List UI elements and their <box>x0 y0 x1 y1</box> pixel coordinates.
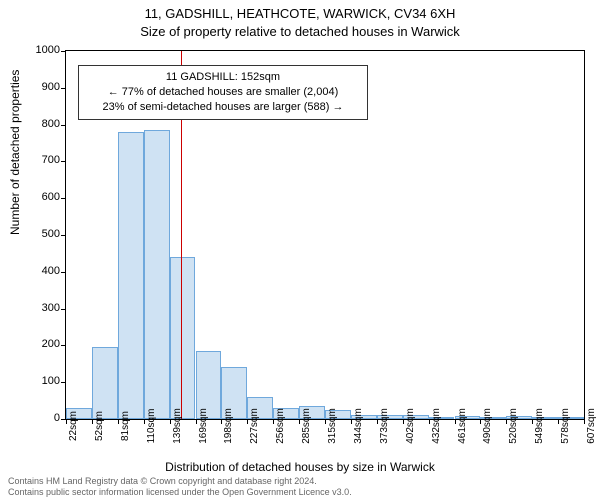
title-line-2: Size of property relative to detached ho… <box>0 24 600 39</box>
x-tick-label: 520sqm <box>508 408 519 444</box>
y-tick-label: 500 <box>20 228 60 240</box>
y-tick-mark <box>61 161 66 162</box>
y-tick-mark <box>61 235 66 236</box>
x-tick-label: 256sqm <box>275 408 286 444</box>
annotation-line-1: 11 GADSHILL: 152sqm <box>87 70 359 85</box>
x-tick-mark <box>325 419 326 424</box>
footnote-2: Contains public sector information licen… <box>8 487 352 497</box>
x-tick-label: 578sqm <box>560 408 571 444</box>
x-tick-label: 139sqm <box>172 408 183 444</box>
y-tick-label: 300 <box>20 302 60 314</box>
y-tick-mark <box>61 88 66 89</box>
chart-container: 11, GADSHILL, HEATHCOTE, WARWICK, CV34 6… <box>0 0 600 500</box>
x-tick-mark <box>92 419 93 424</box>
y-tick-label: 100 <box>20 375 60 387</box>
y-tick-label: 600 <box>20 191 60 203</box>
histogram-bar <box>92 347 118 419</box>
x-tick-label: 169sqm <box>198 408 209 444</box>
x-tick-mark <box>299 419 300 424</box>
footnote-1: Contains HM Land Registry data © Crown c… <box>8 476 317 486</box>
x-tick-mark <box>558 419 559 424</box>
x-tick-label: 373sqm <box>379 408 390 444</box>
x-tick-mark <box>144 419 145 424</box>
y-tick-label: 400 <box>20 265 60 277</box>
y-tick-mark <box>61 309 66 310</box>
y-tick-mark <box>61 51 66 52</box>
histogram-bar <box>118 132 144 419</box>
x-tick-mark <box>196 419 197 424</box>
x-tick-mark <box>118 419 119 424</box>
annotation-line-2: ← 77% of detached houses are smaller (2,… <box>87 85 359 100</box>
x-tick-label: 22sqm <box>68 411 79 441</box>
x-tick-mark <box>403 419 404 424</box>
x-tick-label: 285sqm <box>301 408 312 444</box>
y-tick-label: 800 <box>20 118 60 130</box>
x-axis-label: Distribution of detached houses by size … <box>0 460 600 474</box>
y-tick-mark <box>61 345 66 346</box>
x-tick-mark <box>377 419 378 424</box>
y-tick-label: 900 <box>20 81 60 93</box>
plot-area: 11 GADSHILL: 152sqm← 77% of detached hou… <box>65 50 585 420</box>
x-tick-label: 490sqm <box>482 408 493 444</box>
x-tick-label: 402sqm <box>405 408 416 444</box>
x-tick-mark <box>170 419 171 424</box>
x-tick-label: 607sqm <box>586 408 597 444</box>
x-tick-label: 315sqm <box>327 408 338 444</box>
annotation-box: 11 GADSHILL: 152sqm← 77% of detached hou… <box>78 65 368 120</box>
y-tick-label: 1000 <box>20 44 60 56</box>
y-tick-label: 200 <box>20 338 60 350</box>
x-tick-mark <box>429 419 430 424</box>
x-tick-mark <box>351 419 352 424</box>
histogram-bar <box>170 257 196 419</box>
histogram-bar <box>144 130 170 419</box>
x-tick-mark <box>584 419 585 424</box>
x-tick-label: 198sqm <box>223 408 234 444</box>
title-line-1: 11, GADSHILL, HEATHCOTE, WARWICK, CV34 6… <box>0 6 600 21</box>
x-tick-label: 227sqm <box>249 408 260 444</box>
x-tick-label: 549sqm <box>534 408 545 444</box>
x-tick-mark <box>66 419 67 424</box>
y-tick-mark <box>61 272 66 273</box>
x-tick-label: 461sqm <box>457 408 468 444</box>
x-tick-mark <box>455 419 456 424</box>
x-tick-label: 110sqm <box>146 409 157 444</box>
y-tick-mark <box>61 125 66 126</box>
y-tick-mark <box>61 382 66 383</box>
x-tick-label: 432sqm <box>431 408 442 444</box>
annotation-line-3: 23% of semi-detached houses are larger (… <box>87 100 359 115</box>
y-tick-label: 700 <box>20 154 60 166</box>
y-axis-label: Number of detached properties <box>8 70 22 235</box>
y-tick-mark <box>61 198 66 199</box>
x-tick-label: 344sqm <box>353 408 364 444</box>
y-tick-label: 0 <box>20 412 60 424</box>
x-tick-label: 81sqm <box>120 411 131 441</box>
x-tick-label: 52sqm <box>94 411 105 441</box>
